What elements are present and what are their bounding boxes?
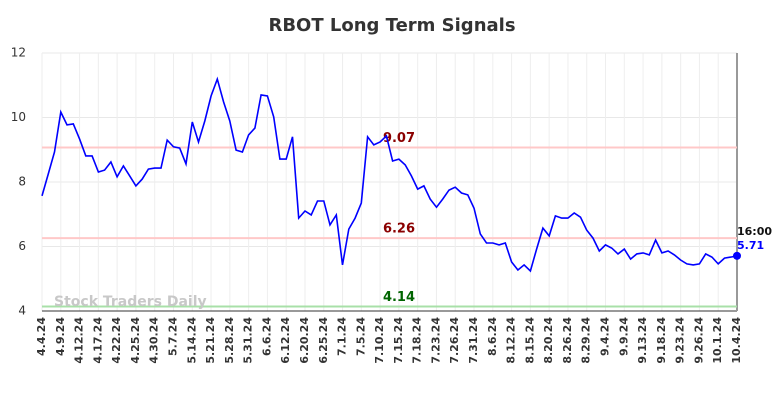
x-tick-label: 7.18.24 — [411, 317, 424, 364]
x-tick-label: 8.12.24 — [505, 317, 518, 364]
x-tick-label: 5.28.24 — [223, 317, 236, 364]
x-tick-label: 8.20.24 — [542, 317, 555, 364]
y-tick-label: 8 — [18, 175, 26, 189]
x-tick-label: 6.20.24 — [298, 317, 311, 364]
chart-title: RBOT Long Term Signals — [268, 15, 515, 36]
x-tick-label: 5.31.24 — [242, 317, 255, 364]
x-tick-label: 5.21.24 — [204, 317, 217, 364]
x-tick-label: 8.26.24 — [561, 317, 574, 364]
x-tick-label: 10.4.24 — [730, 317, 743, 364]
watermark: Stock Traders Daily — [54, 294, 207, 310]
x-tick-label: 9.9.24 — [617, 317, 630, 356]
x-tick-label: 7.10.24 — [373, 317, 386, 364]
x-tick-label: 7.26.24 — [448, 317, 461, 364]
x-tick-label: 4.12.24 — [73, 317, 86, 364]
x-tick-label: 7.31.24 — [467, 317, 480, 364]
x-tick-label: 8.15.24 — [523, 317, 536, 364]
x-tick-label: 5.14.24 — [185, 317, 198, 364]
x-tick-label: 9.4.24 — [599, 317, 612, 356]
x-tick-label: 9.23.24 — [674, 317, 687, 364]
y-tick-label: 4 — [18, 304, 26, 318]
x-tick-label: 4.17.24 — [91, 317, 104, 364]
series-line — [41, 76, 738, 273]
level-label: 9.07 — [383, 131, 415, 146]
x-tick-label: 7.23.24 — [429, 317, 442, 364]
y-tick-label: 10 — [11, 110, 26, 124]
x-tick-label: 7.1.24 — [336, 317, 349, 356]
last-value-label: 5.71 — [737, 239, 764, 252]
x-tick-label: 4.25.24 — [129, 317, 142, 364]
end-time-label: 16:00 — [737, 225, 772, 238]
y-tick-label: 6 — [18, 239, 26, 253]
x-tick-label: 6.12.24 — [279, 317, 292, 364]
x-tick-label: 4.9.24 — [54, 317, 67, 356]
x-tick-label: 6.25.24 — [317, 317, 330, 364]
x-tick-label: 6.6.24 — [260, 317, 273, 356]
last-point — [733, 251, 741, 260]
x-tick-label: 5.7.24 — [166, 317, 179, 356]
x-tick-label: 4.30.24 — [148, 317, 161, 364]
level-label: 6.26 — [383, 222, 415, 237]
level-label: 4.14 — [383, 290, 415, 305]
x-tick-label: 4.22.24 — [110, 317, 123, 364]
x-tick-label: 9.13.24 — [636, 317, 649, 364]
x-tick-label: 7.15.24 — [392, 317, 405, 364]
x-tick-label: 4.4.24 — [35, 317, 48, 356]
x-tick-label: 7.5.24 — [354, 317, 367, 356]
y-tick-label: 12 — [11, 46, 26, 60]
x-tick-label: 8.29.24 — [580, 317, 593, 364]
x-tick-label: 10.1.24 — [711, 317, 724, 364]
x-tick-label: 9.18.24 — [655, 317, 668, 364]
x-tick-label: 9.26.24 — [692, 317, 705, 364]
x-tick-label: 8.6.24 — [486, 317, 499, 356]
